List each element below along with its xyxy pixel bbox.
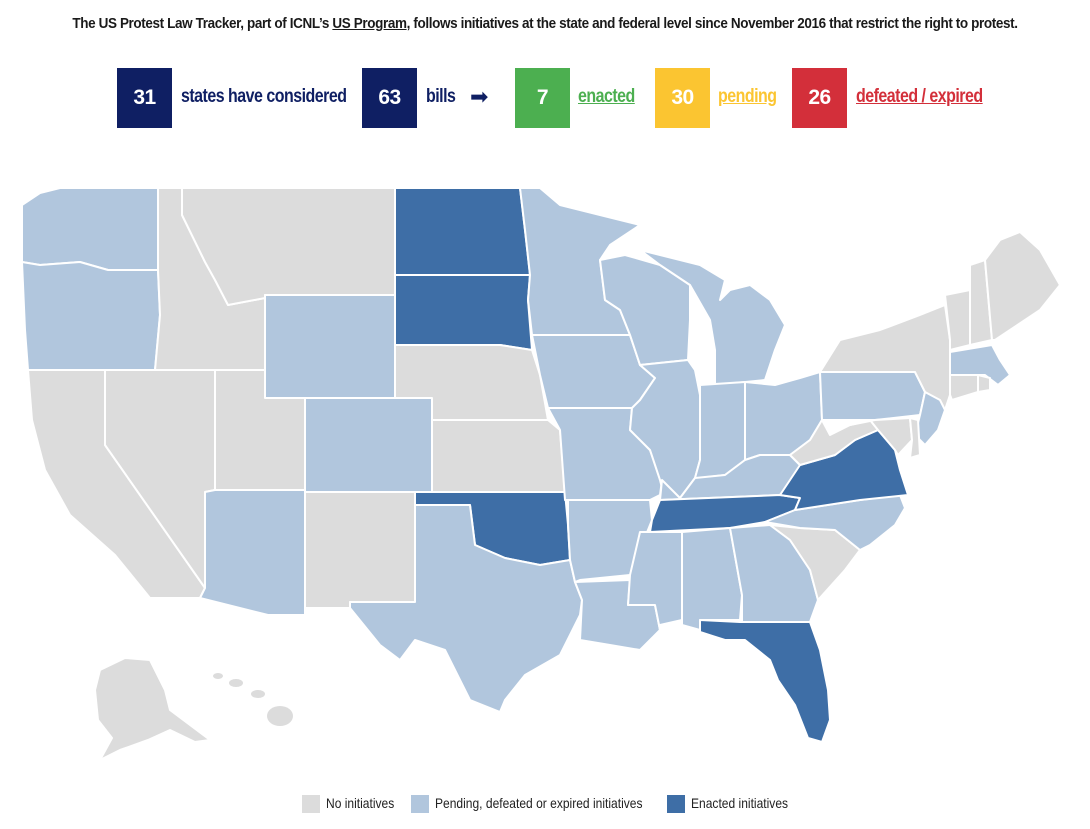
intro-after: , follows initiatives at the state and f… (406, 16, 1018, 32)
state-hawaii[interactable] (213, 673, 293, 726)
bills-label: bills (426, 86, 456, 107)
state-connecticut[interactable] (949, 374, 979, 401)
enacted-count: 7 (536, 86, 549, 109)
state-texas[interactable] (349, 504, 583, 713)
legend-swatch-pending (411, 795, 429, 813)
enacted-link[interactable]: enacted (578, 86, 635, 107)
state-delaware[interactable] (909, 417, 921, 459)
state-rhode-island[interactable] (977, 374, 991, 393)
state-alaska[interactable] (94, 657, 211, 761)
pending-link[interactable]: pending (718, 86, 777, 107)
defeated-count-box: 26 (792, 68, 847, 128)
state-vermont[interactable] (944, 289, 971, 351)
intro-text: The US Protest Law Tracker, part of ICNL… (38, 16, 1052, 32)
states-count-box: 31 (117, 68, 172, 128)
map-legend: No initiatives Pending, defeated or expi… (0, 793, 1090, 815)
state-nebraska[interactable] (394, 344, 549, 421)
us-map-svg (21, 187, 1061, 761)
us-map (0, 150, 1090, 790)
state-michigan[interactable] (639, 249, 786, 386)
state-maryland[interactable] (849, 417, 913, 456)
defeated-link[interactable]: defeated / expired (856, 86, 983, 107)
legend-swatch-enacted (667, 795, 685, 813)
state-washington[interactable] (21, 187, 159, 271)
state-maine[interactable] (984, 231, 1061, 341)
state-new-mexico[interactable] (304, 491, 416, 609)
pending-count: 30 (671, 86, 694, 109)
state-new-jersey[interactable] (914, 391, 946, 446)
bills-count-box: 63 (362, 68, 417, 128)
state-north-dakota[interactable] (394, 187, 531, 276)
states-label: states have considered (181, 86, 347, 107)
state-kansas[interactable] (431, 419, 566, 493)
legend-label-none: No initiatives (326, 795, 395, 811)
legend-label-pending: Pending, defeated or expired initiatives (435, 795, 643, 811)
state-oregon[interactable] (21, 261, 161, 371)
defeated-count: 26 (808, 86, 831, 109)
state-florida[interactable] (699, 619, 831, 743)
stats-bar: 31 states have considered 63 bills ➡ 7 e… (0, 68, 1090, 128)
legend-swatch-none (302, 795, 320, 813)
enacted-count-box: 7 (515, 68, 570, 128)
states-count: 31 (133, 86, 156, 109)
bills-count: 63 (378, 86, 401, 109)
state-arkansas[interactable] (567, 499, 653, 583)
state-wyoming[interactable] (264, 294, 396, 399)
state-colorado[interactable] (304, 397, 433, 493)
legend-label-enacted: Enacted initiatives (691, 795, 789, 811)
state-arizona[interactable] (199, 489, 306, 616)
us-program-link[interactable]: US Program (332, 16, 407, 32)
state-pennsylvania[interactable] (819, 371, 926, 421)
arrow-right-icon: ➡ (470, 84, 489, 109)
intro-before: The US Protest Law Tracker, part of ICNL… (72, 16, 333, 32)
state-south-dakota[interactable] (394, 274, 533, 351)
state-indiana[interactable] (694, 381, 746, 479)
pending-count-box: 30 (655, 68, 710, 128)
